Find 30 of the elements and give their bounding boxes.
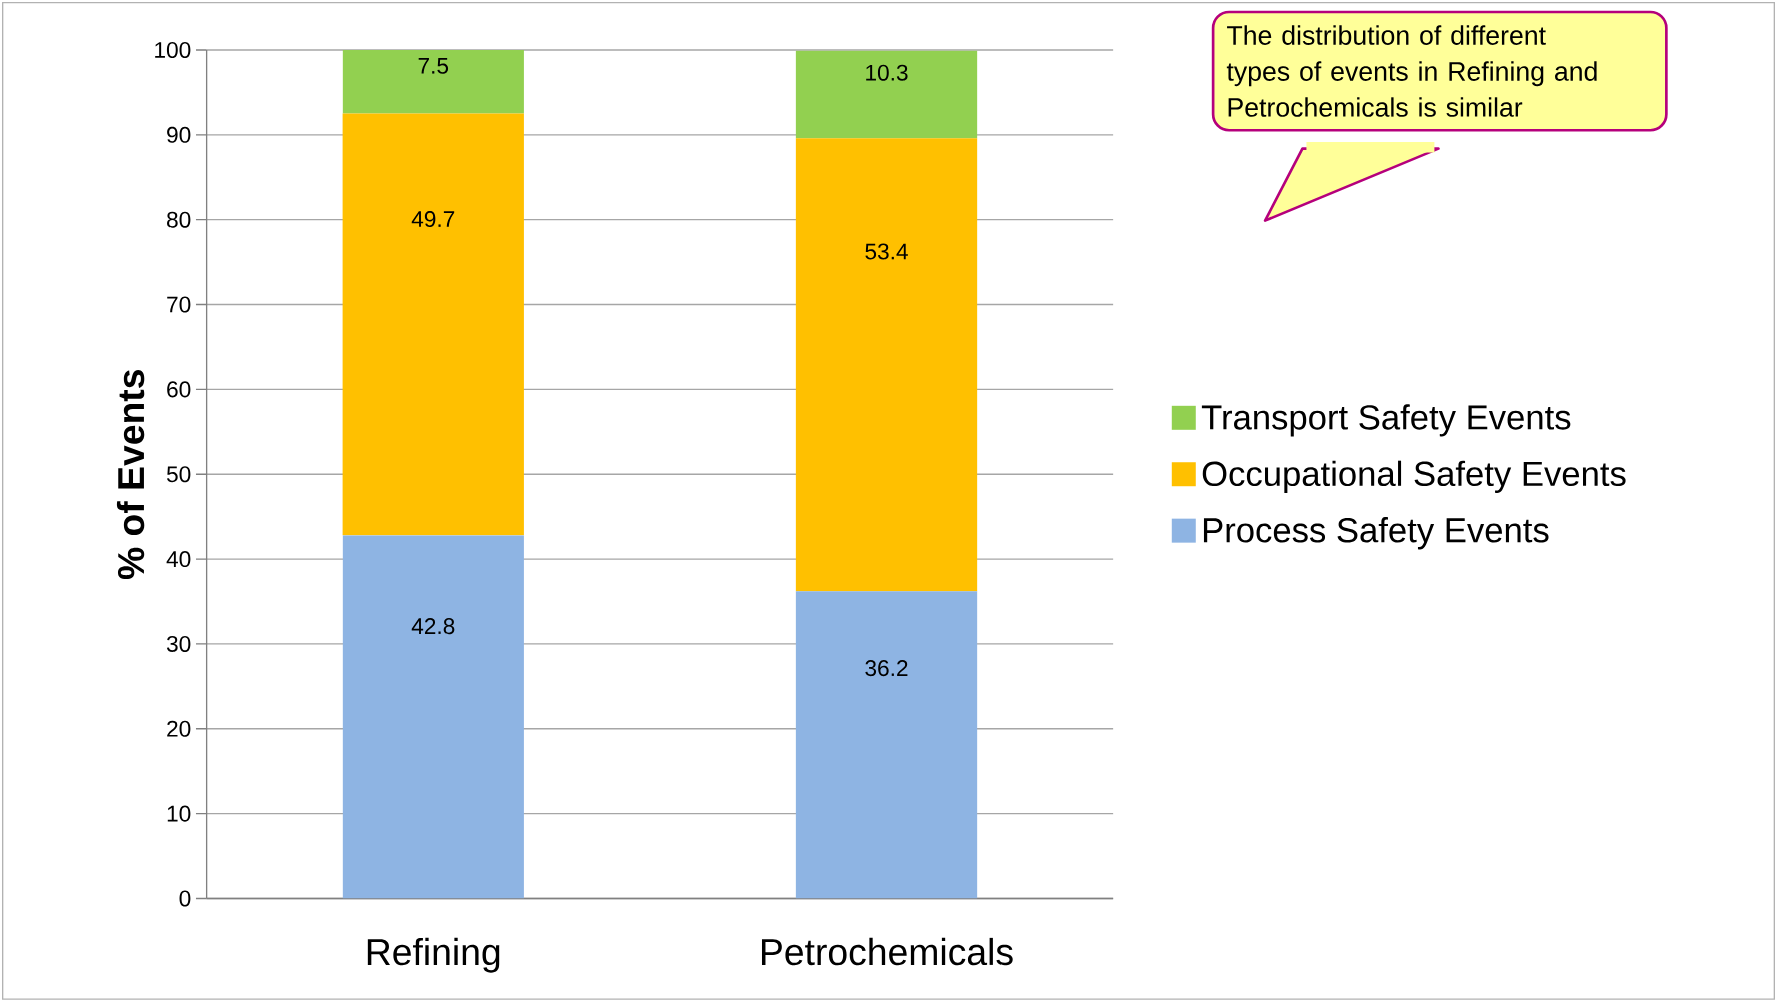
y-axis-title: % of Events <box>116 370 145 580</box>
y-tick-label: 40 <box>166 551 191 568</box>
y-tick-label: 0 <box>179 890 191 907</box>
x-tick-label: Refining <box>367 937 500 973</box>
y-tick-label: 70 <box>167 296 191 313</box>
legend-label: Transport Safety Events <box>1201 404 1571 437</box>
y-tick-label: 50 <box>166 466 191 483</box>
data-label: 42.8 <box>411 618 455 635</box>
bar <box>795 591 978 899</box>
y-tick-label: 30 <box>166 636 191 653</box>
text: The distribution of different types of events in Refining and Petrochemicals is similar <box>1226 25 1597 117</box>
data-label: 53.4 <box>865 243 908 260</box>
bar <box>342 535 524 899</box>
bar <box>342 113 524 536</box>
y-tick-label: 90 <box>167 126 191 143</box>
y-tick-label: 80 <box>167 211 191 228</box>
data-label: 49.7 <box>411 211 455 228</box>
data-label: 10.3 <box>866 64 908 81</box>
data-label: 7.5 <box>418 58 449 74</box>
x-tick-label: Petrochemicals <box>761 937 1013 966</box>
legend-label: Occupational Safety Events <box>1202 460 1626 494</box>
legend-label: Process Safety Events <box>1203 517 1549 550</box>
y-tick-label: 10 <box>167 805 191 822</box>
bar <box>342 50 524 114</box>
bar <box>795 138 978 592</box>
y-tick-label: 20 <box>167 720 191 737</box>
data-label: 36.2 <box>865 660 908 677</box>
y-tick-label: 100 <box>155 42 191 59</box>
y-tick-label: 60 <box>167 381 191 398</box>
bar <box>795 50 978 139</box>
